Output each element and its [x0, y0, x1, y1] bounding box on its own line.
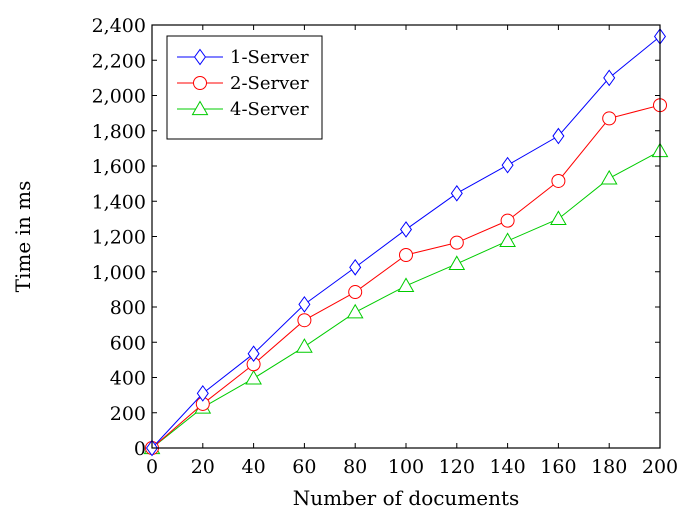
- data-point: [297, 313, 312, 328]
- y-axis-title: Time in ms: [11, 181, 35, 293]
- x-tick-label: 20: [191, 456, 215, 478]
- data-point: [298, 296, 311, 313]
- x-tick-label: 200: [642, 456, 678, 478]
- legend-item: 2-Server: [177, 73, 309, 94]
- y-tick-label: 800: [110, 297, 146, 319]
- y-tick-label: 1,200: [92, 227, 146, 249]
- series-line: [151, 104, 661, 449]
- legend: 1-Server 2-Server 4-Server: [166, 35, 323, 140]
- y-tick-label: 600: [110, 332, 146, 354]
- legend-label: 2-Server: [230, 73, 309, 94]
- data-point: [500, 213, 515, 228]
- tick-labels-layer: 0 20 40 60 80 100 120 140 160 180 200 0 200 400 600 800…: [92, 15, 679, 478]
- x-tick-label: 0: [146, 456, 158, 478]
- x-tick-label: 60: [292, 456, 316, 478]
- data-point: [346, 303, 364, 319]
- data-point: [600, 169, 618, 185]
- legend-box: [166, 35, 323, 140]
- x-tick-label: 80: [343, 456, 367, 478]
- y-tick-label: 1,800: [92, 121, 146, 143]
- legend-label: 1-Server: [230, 47, 309, 68]
- legend-marker: [191, 100, 209, 116]
- data-point: [551, 173, 566, 188]
- series-line: [151, 150, 661, 449]
- y-tick-label: 2,400: [92, 15, 146, 37]
- data-point: [602, 111, 617, 126]
- series-2-Server: [145, 98, 667, 455]
- y-tick-label: 1,400: [92, 191, 146, 213]
- series-1-Server: [145, 28, 667, 457]
- data-point: [245, 369, 262, 385]
- data-point: [399, 248, 413, 263]
- data-point: [449, 235, 464, 250]
- y-tick-label: 400: [110, 368, 146, 390]
- x-tick-label: 160: [540, 456, 576, 478]
- legend-marker: [193, 76, 207, 90]
- legend-label: 4-Server: [230, 99, 309, 120]
- x-tick-label: 100: [388, 456, 424, 478]
- data-point: [499, 232, 516, 248]
- data-point: [296, 338, 313, 353]
- x-axis-title: Number of documents: [293, 486, 520, 510]
- data-point: [349, 258, 362, 276]
- data-point: [348, 285, 363, 300]
- data-point: [399, 221, 413, 238]
- x-tick-label: 140: [489, 456, 525, 478]
- data-point: [448, 255, 466, 270]
- y-tick-label: 2,000: [92, 86, 146, 108]
- plot-frame: [151, 24, 661, 449]
- y-tick-label: 200: [110, 403, 146, 425]
- legend-marker: [193, 48, 207, 66]
- x-tick-label: 40: [242, 456, 266, 478]
- series-4-Server: [143, 142, 669, 455]
- y-tick-label: 2,200: [92, 50, 146, 72]
- data-point: [552, 127, 565, 145]
- y-tick-label: 0: [134, 438, 146, 460]
- data-point: [397, 277, 415, 292]
- y-tick-label: 1,600: [92, 156, 146, 178]
- y-tick-label: 1,000: [92, 262, 146, 284]
- legend-item: 1-Server: [177, 47, 309, 68]
- data-point: [196, 385, 209, 402]
- data-point: [247, 345, 260, 363]
- data-point: [603, 69, 616, 87]
- legend-item: 4-Server: [177, 99, 309, 120]
- x-tick-label: 180: [591, 456, 627, 478]
- data-point: [450, 184, 463, 202]
- data-point: [550, 210, 567, 225]
- data-point: [501, 156, 514, 174]
- x-tick-label: 120: [439, 456, 475, 478]
